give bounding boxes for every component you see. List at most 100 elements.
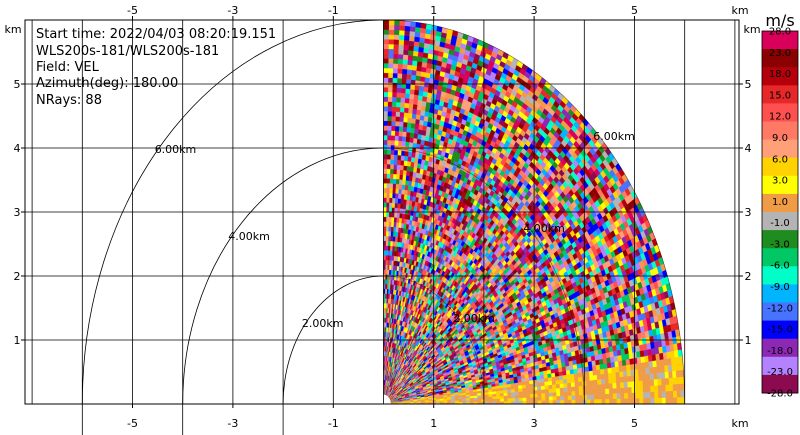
range-gate: [485, 399, 489, 402]
range-gate: [620, 388, 624, 394]
range-gate: [669, 384, 673, 391]
range-gate: [560, 396, 564, 400]
range-gate: [586, 376, 590, 381]
range-gate: [670, 391, 674, 398]
range-gate: [557, 396, 561, 400]
range-gate: [496, 399, 500, 402]
range-gate: [504, 393, 508, 396]
range-gate: [617, 388, 621, 394]
range-gate: [571, 382, 575, 387]
range-gate: [624, 398, 628, 404]
range-gate: [542, 397, 546, 401]
range-gate: [601, 379, 605, 384]
range-gate: [593, 375, 597, 380]
range-gate: [549, 396, 553, 400]
range-gate: [564, 396, 568, 400]
range-gate: [609, 399, 613, 404]
range-gate: [658, 385, 662, 392]
range-gate: [574, 373, 578, 378]
range-gate: [572, 400, 576, 404]
range-gate: [568, 387, 572, 392]
range-gate: [590, 394, 594, 399]
range-gate: [643, 392, 647, 398]
range-gate: [623, 371, 627, 377]
range-gate: [654, 385, 658, 392]
range-gate: [590, 385, 594, 390]
range-gate: [628, 398, 632, 404]
range-gate: [590, 380, 594, 385]
range-gate: [474, 400, 478, 402]
range-gate: [676, 370, 680, 377]
range-gate: [666, 398, 670, 405]
range-gate: [556, 392, 560, 396]
range-gate: [552, 384, 556, 388]
range-gate: [595, 360, 599, 366]
range-gate: [573, 364, 577, 369]
range-gate: [661, 378, 665, 385]
range-gate: [655, 398, 659, 404]
range-gate: [553, 396, 557, 400]
range-gate: [474, 398, 478, 400]
range-gate: [589, 366, 593, 371]
range-gate: [466, 400, 470, 402]
range-gate: [549, 389, 553, 393]
range-gate: [530, 390, 534, 394]
range-gate: [632, 393, 636, 399]
range-gate: [526, 387, 530, 391]
range-gate: [609, 394, 613, 399]
range-gate: [620, 382, 624, 388]
range-gate: [653, 367, 657, 374]
range-gate: [606, 399, 610, 404]
range-gate: [545, 400, 549, 404]
range-gate: [636, 398, 640, 404]
range-gate: [636, 392, 640, 398]
range-gate: [664, 365, 668, 372]
range-gate: [538, 393, 542, 397]
range-gate: [681, 383, 685, 390]
range-gate: [613, 388, 617, 393]
range-gate: [673, 384, 677, 391]
range-gate: [523, 391, 527, 395]
range-gate: [617, 399, 621, 404]
range-gate: [602, 399, 606, 404]
range-gate: [575, 382, 579, 387]
range-gate: [656, 353, 660, 360]
range-gate: [530, 397, 534, 401]
range-gate: [665, 372, 669, 379]
range-gate: [613, 383, 617, 389]
range-gate: [646, 374, 650, 380]
range-gate: [568, 395, 572, 399]
range-gate: [619, 366, 623, 372]
range-gate: [504, 396, 508, 399]
range-gate: [564, 391, 568, 395]
range-gate: [571, 387, 575, 392]
range-gate: [481, 397, 485, 399]
range-gate: [601, 384, 605, 389]
range-gate: [632, 387, 636, 393]
range-gate: [672, 364, 676, 371]
range-gate: [596, 369, 600, 375]
range-gate: [582, 372, 586, 377]
range-gate: [515, 398, 519, 401]
range-gate: [523, 394, 527, 398]
range-gate: [478, 400, 482, 402]
range-gate: [587, 399, 591, 404]
range-gate: [658, 398, 662, 404]
range-gate: [639, 375, 643, 381]
range-gate: [672, 371, 676, 378]
range-gate: [500, 396, 504, 399]
range-gate: [598, 399, 602, 404]
range-gate: [621, 393, 625, 399]
range-gate: [635, 387, 639, 393]
range-gate: [534, 401, 538, 405]
range-gate: [658, 391, 662, 397]
range-gate: [496, 396, 500, 399]
range-gate: [552, 377, 556, 381]
range-gate: [567, 383, 571, 388]
range-gate: [669, 371, 673, 378]
range-gate: [639, 380, 643, 386]
range-gate: [560, 392, 564, 396]
range-gate: [489, 394, 493, 397]
range-gate: [586, 385, 590, 390]
range-gate: [538, 390, 542, 394]
